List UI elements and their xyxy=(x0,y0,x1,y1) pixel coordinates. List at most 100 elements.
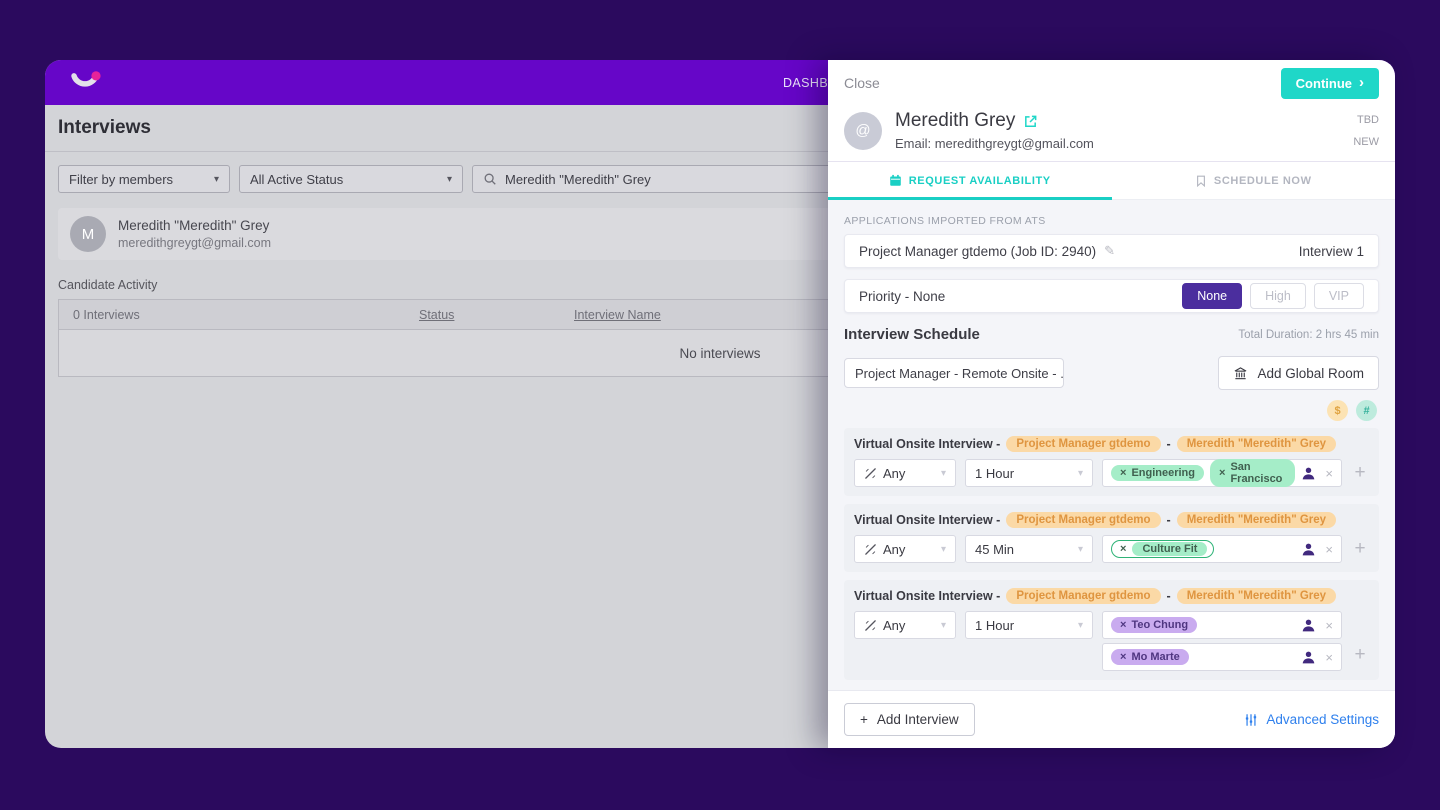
duration-select[interactable]: 45 Min ▾ xyxy=(965,535,1093,563)
job-tag: Project Manager gtdemo xyxy=(1006,512,1161,528)
interviewer-select-value: Any xyxy=(883,541,906,557)
tag-field[interactable]: × Engineering × San Francisco xyxy=(1102,459,1342,487)
filter-members-label: Filter by members xyxy=(69,171,174,187)
add-attendee-row-button[interactable]: + xyxy=(1354,644,1366,665)
building-icon xyxy=(1233,366,1248,381)
priority-high-button[interactable]: High xyxy=(1250,283,1306,309)
close-button[interactable]: Close xyxy=(844,75,880,91)
person-icon[interactable] xyxy=(1301,466,1316,481)
dollar-badge-icon[interactable]: $ xyxy=(1327,400,1348,421)
interview-schedule-header: Interview Schedule Total Duration: 2 hrs… xyxy=(844,326,1379,343)
interview-title: Virtual Onsite Interview - xyxy=(854,589,1001,603)
separator: - xyxy=(1166,513,1171,527)
external-link-icon[interactable] xyxy=(1023,114,1038,129)
interviewer-select[interactable]: Any ▾ xyxy=(854,459,956,487)
plus-icon: + xyxy=(860,712,868,727)
tag-chip-outlined: × Culture Fit xyxy=(1111,540,1215,558)
stage-badge: TBD xyxy=(1357,113,1379,126)
separator: - xyxy=(1166,589,1171,603)
tag-chip: × Engineering xyxy=(1111,465,1204,481)
remove-tag-icon[interactable]: × xyxy=(1120,651,1127,663)
add-attendee-row-button[interactable]: + xyxy=(1354,462,1366,483)
clear-field-icon[interactable]: × xyxy=(1325,465,1333,481)
tab-schedule-now[interactable]: SCHEDULE NOW xyxy=(1112,162,1396,199)
chevron-down-icon: ▾ xyxy=(213,173,219,185)
priority-button-group: None High VIP xyxy=(1182,283,1364,309)
filter-row: Filter by members ▾ All Active Status ▾ xyxy=(45,152,1395,193)
drawer-candidate-name: Meredith Grey xyxy=(895,110,1016,131)
page-title-bar: Interviews xyxy=(45,105,1395,152)
person-icon[interactable] xyxy=(1301,542,1316,557)
schedule-template-select[interactable]: Project Manager - Remote Onsite - ... ▾ xyxy=(844,358,1064,388)
interview-title: Virtual Onsite Interview - xyxy=(854,513,1001,527)
interviewer-select[interactable]: Any ▾ xyxy=(854,535,956,563)
interview-title: Virtual Onsite Interview - xyxy=(854,437,1001,451)
separator: - xyxy=(1166,437,1171,451)
advanced-settings-link[interactable]: Advanced Settings xyxy=(1244,712,1379,727)
candidate-avatar: @ xyxy=(844,111,882,150)
interview-block-3: Virtual Onsite Interview - Project Manag… xyxy=(844,580,1379,680)
sliders-icon xyxy=(1244,713,1258,727)
clear-field-icon[interactable]: × xyxy=(1325,617,1333,633)
search-icon xyxy=(483,172,497,186)
magic-wand-icon xyxy=(864,543,877,556)
remove-tag-icon[interactable]: × xyxy=(1120,467,1127,479)
no-interviews-text: No interviews xyxy=(679,345,761,361)
interview-title-row: Virtual Onsite Interview - Project Manag… xyxy=(854,436,1369,452)
drawer-footer: + Add Interview Advanced Settings xyxy=(828,690,1395,748)
tag-field[interactable]: × Culture Fit × xyxy=(1102,535,1342,563)
remove-tag-icon[interactable]: × xyxy=(1120,619,1127,631)
person-icon[interactable] xyxy=(1301,650,1316,665)
tab-request-availability[interactable]: REQUEST AVAILABILITY xyxy=(828,162,1112,199)
duration-select-value: 1 Hour xyxy=(975,617,1015,633)
tag-field[interactable]: × Mo Marte × xyxy=(1102,643,1342,671)
duration-select[interactable]: 1 Hour ▾ xyxy=(965,611,1093,639)
tag-field[interactable]: × Teo Chung × xyxy=(1102,611,1342,639)
person-icon[interactable] xyxy=(1301,618,1316,633)
magic-wand-icon xyxy=(864,619,877,632)
job-tag: Project Manager gtdemo xyxy=(1006,588,1161,604)
hash-badge-icon[interactable]: # xyxy=(1356,400,1377,421)
active-tab-indicator xyxy=(828,197,1112,200)
tab-schedule-now-label: SCHEDULE NOW xyxy=(1213,174,1312,187)
clear-field-icon[interactable]: × xyxy=(1325,541,1333,557)
edit-pencil-icon[interactable]: ✎ xyxy=(1104,243,1116,258)
tag-label: Engineering xyxy=(1131,467,1195,479)
chevron-down-icon: ▾ xyxy=(1077,619,1083,631)
continue-button[interactable]: Continue › xyxy=(1280,67,1379,99)
status-column-sort[interactable]: Status xyxy=(419,307,455,322)
interview-controls: Any ▾ 45 Min ▾ × Culture Fit xyxy=(854,535,1369,563)
add-interview-button[interactable]: + Add Interview xyxy=(844,703,975,736)
application-title: Project Manager gtdemo (Job ID: 2940) xyxy=(859,243,1097,259)
duration-select-value: 1 Hour xyxy=(975,465,1015,481)
candidate-email: meredithgreygt@gmail.com xyxy=(118,236,272,250)
interview-controls: Any ▾ 1 Hour ▾ × Teo Chung xyxy=(854,611,1369,671)
clear-field-icon[interactable]: × xyxy=(1325,649,1333,665)
continue-label: Continue xyxy=(1295,75,1352,91)
remove-tag-icon[interactable]: × xyxy=(1219,467,1226,479)
remove-tag-icon[interactable]: × xyxy=(1120,543,1127,555)
interview-name-column-sort[interactable]: Interview Name xyxy=(574,307,661,322)
goodtime-logo-icon[interactable] xyxy=(65,66,105,99)
active-status-select[interactable]: All Active Status ▾ xyxy=(239,165,463,193)
tab-request-availability-label: REQUEST AVAILABILITY xyxy=(908,174,1051,187)
add-global-room-button[interactable]: Add Global Room xyxy=(1218,356,1379,390)
tag-label: Teo Chung xyxy=(1131,619,1189,631)
nav-dashboard-link[interactable]: DASHBO xyxy=(783,75,839,90)
badge-row: $ # xyxy=(846,400,1377,421)
chevron-down-icon: ▾ xyxy=(1077,543,1083,555)
priority-none-button[interactable]: None xyxy=(1182,283,1243,309)
chevron-down-icon: ▾ xyxy=(940,467,946,479)
interviewer-select[interactable]: Any ▾ xyxy=(854,611,956,639)
add-attendee-row-button[interactable]: + xyxy=(1354,538,1366,559)
priority-card: Priority - None None High VIP xyxy=(844,279,1379,313)
drawer-candidate-header: @ Meredith Grey Email: meredithgreygt@gm… xyxy=(828,106,1395,162)
filter-by-members-select[interactable]: Filter by members ▾ xyxy=(58,165,230,193)
interviews-count: 0 Interviews xyxy=(73,307,140,322)
drawer-header: Close Continue › xyxy=(828,60,1395,106)
candidate-tag: Meredith "Meredith" Grey xyxy=(1176,588,1337,604)
candidate-activity-heading: Candidate Activity xyxy=(58,278,158,292)
duration-select[interactable]: 1 Hour ▾ xyxy=(965,459,1093,487)
priority-vip-button[interactable]: VIP xyxy=(1313,283,1364,309)
interview-controls: Any ▾ 1 Hour ▾ × Engineering × xyxy=(854,459,1369,487)
